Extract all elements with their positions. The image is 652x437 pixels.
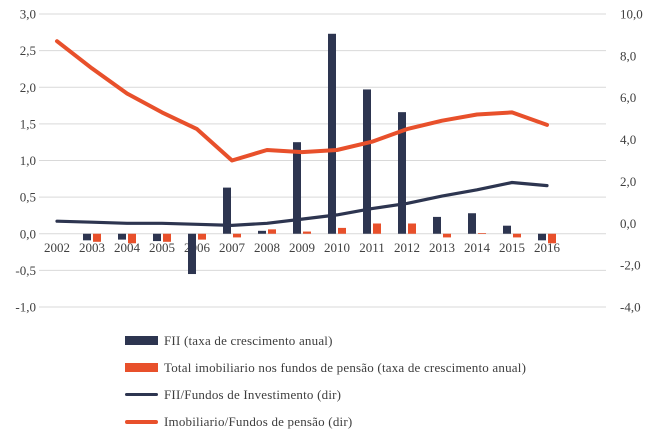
bar <box>538 233 546 241</box>
x-axis-label: 2002 <box>44 240 70 255</box>
bar-series-0 <box>83 33 546 275</box>
bar <box>268 229 276 234</box>
bar <box>258 230 266 234</box>
bar <box>188 233 196 275</box>
left-axis-tick-label: 1,5 <box>20 116 36 131</box>
legend-label: FII/Fundos de Investimento (dir) <box>164 386 342 402</box>
legend-label: FII (taxa de crescimento anual) <box>164 332 333 348</box>
bar <box>548 233 556 244</box>
left-axis-tick-label: -1,0 <box>15 300 36 315</box>
left-axis-tick-labels: 3,0 2,5 2,0 1,5 1,0 0,5 0,0 -0,5 -1,0 <box>15 7 36 315</box>
left-axis-tick-label: 0,0 <box>20 226 36 241</box>
bar <box>398 112 406 234</box>
x-axis-label: 2010 <box>324 240 350 255</box>
bar <box>163 233 171 242</box>
bar <box>478 233 486 234</box>
legend-bar-swatch <box>125 363 158 372</box>
bar <box>83 233 91 241</box>
left-axis-tick-label: -0,5 <box>15 263 36 278</box>
right-axis-tick-label: 0,0 <box>620 216 636 231</box>
bar <box>303 231 311 234</box>
bar <box>503 225 511 234</box>
legend-label: Imobiliario/Fundos de pensão (dir) <box>164 413 353 429</box>
x-axis-label: 2003 <box>79 240 105 255</box>
bar <box>338 227 346 234</box>
x-axis-label: 2009 <box>289 240 315 255</box>
left-axis-tick-label: 0,5 <box>20 190 36 205</box>
bar <box>373 223 381 234</box>
x-axis-label: 2007 <box>219 240 246 255</box>
bar <box>93 233 101 242</box>
bar <box>443 233 451 238</box>
right-axis-tick-label: 4,0 <box>620 132 636 147</box>
bar <box>118 233 126 240</box>
bar <box>128 233 136 244</box>
bar <box>198 233 206 240</box>
legend-item: FII (taxa de crescimento anual) <box>125 327 526 354</box>
left-axis-tick-label: 2,5 <box>20 43 36 58</box>
legend-line-swatch <box>125 419 158 424</box>
right-axis-tick-label: 2,0 <box>620 174 636 189</box>
x-axis-label: 2015 <box>499 240 525 255</box>
x-axis-label: 2012 <box>394 240 420 255</box>
x-axis-label: 2004 <box>114 240 141 255</box>
right-axis-tick-label: 10,0 <box>620 7 643 22</box>
bar <box>153 233 161 242</box>
legend: FII (taxa de crescimento anual) Total imo… <box>125 327 526 435</box>
bar <box>223 187 231 234</box>
x-axis-label: 2006 <box>184 240 211 255</box>
x-axis-label: 2013 <box>429 240 455 255</box>
legend-item: Imobiliario/Fundos de pensão (dir) <box>125 408 526 435</box>
gridlines <box>39 13 606 308</box>
chart-svg: 3,0 2,5 2,0 1,5 1,0 0,5 0,0 -0,5 -1,0 10,0 8,0 6,0 4… <box>15 7 643 315</box>
right-axis-tick-label: -2,0 <box>620 258 641 273</box>
x-axis-labels: 2002 2003 2004 2005 2006 2007 2008 2009 2010 2011… <box>44 240 561 255</box>
x-axis-label: 2008 <box>254 240 280 255</box>
bar <box>233 233 241 238</box>
bar <box>513 233 521 238</box>
right-axis-tick-label: -4,0 <box>620 300 641 315</box>
legend-item: Total imobiliario nos fundos de pensão (… <box>125 354 526 381</box>
bar <box>363 89 371 234</box>
legend-line-swatch <box>125 392 158 397</box>
bar <box>328 33 336 234</box>
x-axis-label: 2011 <box>359 240 385 255</box>
left-axis-tick-label: 1,0 <box>20 153 36 168</box>
left-axis-tick-label: 2,0 <box>20 80 36 95</box>
right-axis-tick-label: 6,0 <box>620 90 636 105</box>
bar <box>408 223 416 234</box>
legend-item: FII/Fundos de Investimento (dir) <box>125 381 526 408</box>
legend-label: Total imobiliario nos fundos de pensão (… <box>164 359 527 375</box>
x-axis-label: 2014 <box>464 240 491 255</box>
bar <box>293 142 301 234</box>
right-axis-tick-labels: 10,0 8,0 6,0 4,0 2,0 0,0 -2,0 -4,0 <box>620 7 643 315</box>
bar-series-1 <box>93 223 556 244</box>
line-series-1 <box>55 39 549 163</box>
x-axis-label: 2005 <box>149 240 175 255</box>
x-axis-label: 2016 <box>534 240 561 255</box>
left-axis-tick-label: 3,0 <box>20 7 36 22</box>
legend-bar-swatch <box>125 336 158 345</box>
bar <box>433 216 441 234</box>
right-axis-tick-label: 8,0 <box>620 48 636 63</box>
line-series-0 <box>55 180 549 227</box>
bar <box>468 213 476 234</box>
